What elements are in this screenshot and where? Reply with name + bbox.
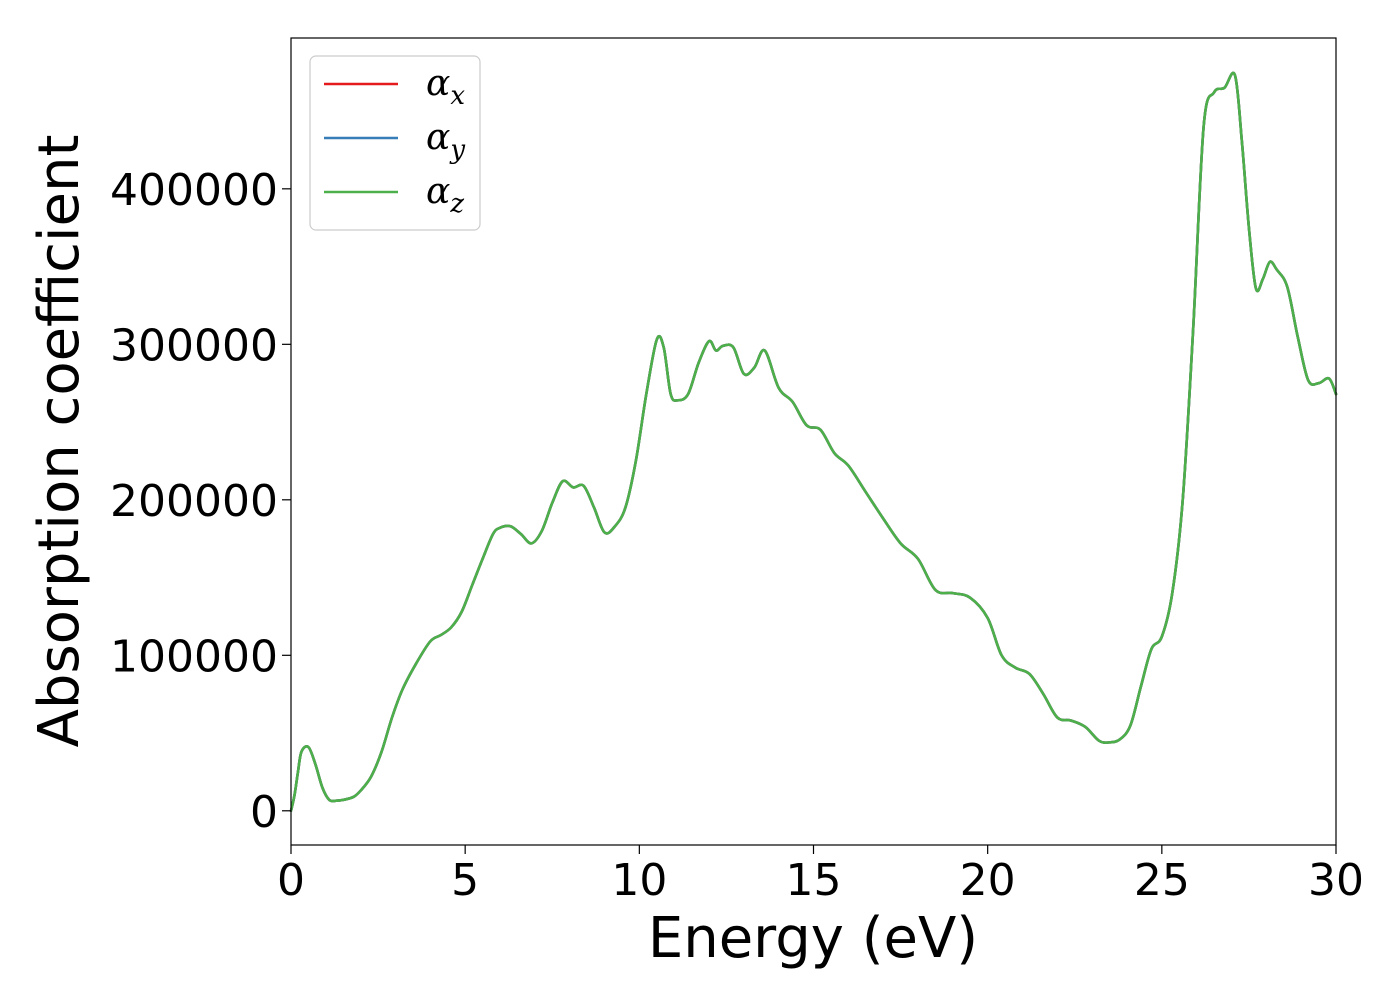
y-tick-label: 400000 xyxy=(110,165,278,216)
series-layer xyxy=(289,71,1338,813)
x-tick-label: 15 xyxy=(786,855,842,906)
x-tick-label: 25 xyxy=(1134,855,1190,906)
y-axis-title: Absorption coefficient xyxy=(27,135,92,748)
y-axis: 0 100000 200000 300000 400000 xyxy=(110,165,291,838)
x-tick-label: 10 xyxy=(611,855,667,906)
x-tick-label: 30 xyxy=(1308,855,1364,906)
legend-box xyxy=(309,55,481,231)
x-tick-label: 0 xyxy=(277,855,305,906)
x-tick-label: 5 xyxy=(451,855,479,906)
legend-label-x: αx xyxy=(426,63,465,111)
y-tick-label: 300000 xyxy=(110,320,278,371)
y-tick-label: 100000 xyxy=(110,631,278,682)
legend-label-y: αy xyxy=(426,117,465,165)
x-tick-label: 20 xyxy=(960,855,1016,906)
y-tick-label: 200000 xyxy=(110,476,278,527)
series-line-z xyxy=(289,71,1338,813)
x-axis-title: Energy (eV) xyxy=(648,906,978,971)
x-axis: 0 5 10 15 20 25 30 xyxy=(277,845,1364,906)
y-tick-label: 0 xyxy=(250,787,278,838)
